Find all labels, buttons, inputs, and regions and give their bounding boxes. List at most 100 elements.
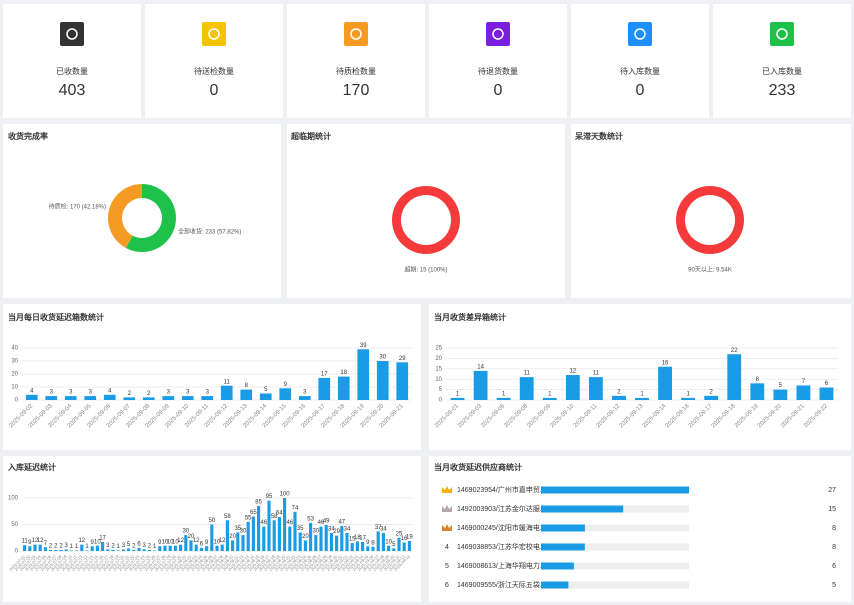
y-tick-label: 50 xyxy=(11,522,18,528)
bar-value: 17 xyxy=(321,371,328,377)
card xyxy=(713,4,851,118)
bar xyxy=(565,375,580,400)
bar xyxy=(179,544,183,551)
bar xyxy=(277,517,281,551)
panel-title: 当月收货延迟供应商统计 xyxy=(434,462,522,472)
bar xyxy=(396,362,409,400)
bar-value: 20 xyxy=(188,534,195,540)
bar xyxy=(220,385,233,400)
bar xyxy=(496,397,511,400)
y-tick-label: 100 xyxy=(8,496,19,502)
bar-value: 46 xyxy=(260,520,267,526)
bar-value: 34 xyxy=(380,527,387,533)
supplier-name: 1469008613/上海华翔电力... xyxy=(457,561,546,570)
bar-value: 85 xyxy=(255,500,262,506)
bar xyxy=(142,397,155,400)
bar-value: 100 xyxy=(280,492,291,498)
bar xyxy=(33,544,37,551)
bar-track xyxy=(541,562,689,570)
bar-value: 2 xyxy=(128,391,132,397)
bar xyxy=(116,550,120,551)
y-tick-label: 40 xyxy=(11,346,18,352)
bar xyxy=(324,525,328,551)
pie-label: 90天以上: 9.54K xyxy=(688,266,732,274)
card-glyph xyxy=(634,28,646,40)
bar-value: 65 xyxy=(250,510,257,516)
bar xyxy=(318,377,331,400)
bar xyxy=(541,581,569,589)
bar xyxy=(262,526,266,551)
rank-number: 5 xyxy=(445,563,449,570)
bar-value: 3 xyxy=(303,390,307,396)
bar-value: 30 xyxy=(240,529,247,535)
bar-value: 10 xyxy=(94,539,101,545)
bar-value: 2 xyxy=(49,544,53,550)
panel xyxy=(571,124,851,298)
bar-value: 14 xyxy=(477,364,484,370)
bar-value: 3 xyxy=(69,390,73,396)
supplier-name: 1469038853/江苏华宏校电... xyxy=(457,542,546,551)
bar-value: 7 xyxy=(44,541,48,547)
bar xyxy=(90,546,94,551)
bar xyxy=(168,545,172,551)
bar-value: 16 xyxy=(662,360,669,366)
bar xyxy=(750,383,765,400)
bar xyxy=(407,540,411,551)
bar-value: 3 xyxy=(50,390,54,396)
bar xyxy=(64,396,77,400)
bar xyxy=(303,540,307,551)
bar xyxy=(23,545,27,551)
card-label: 待质检数量 xyxy=(336,66,376,76)
bar-value: 3 xyxy=(122,543,126,549)
bar-value: 9 xyxy=(158,540,162,546)
bar-value: 1 xyxy=(85,544,89,550)
bar xyxy=(376,531,380,551)
bar xyxy=(796,385,811,400)
bar xyxy=(231,540,235,551)
bar xyxy=(293,511,297,551)
bar xyxy=(658,366,672,400)
bar-value: 34 xyxy=(328,527,335,533)
bar xyxy=(319,526,323,551)
bar-value: 30 xyxy=(312,529,319,535)
bar xyxy=(45,396,58,400)
bar xyxy=(335,535,339,551)
bar xyxy=(612,395,626,400)
bar xyxy=(162,396,175,400)
card-label: 待送检数量 xyxy=(194,66,234,76)
bar-value: 22 xyxy=(731,348,738,354)
bar xyxy=(309,522,313,551)
bar xyxy=(314,535,318,551)
bar-value: 25 xyxy=(396,531,403,537)
bar xyxy=(387,545,391,551)
bar-value: 10 xyxy=(385,539,392,545)
card-glyph xyxy=(208,28,220,40)
bar-value: 58 xyxy=(271,514,278,520)
bar-value: 2 xyxy=(132,544,136,550)
card-label: 已入库数量 xyxy=(762,66,802,76)
bar-value: 9 xyxy=(91,540,95,546)
bar-track xyxy=(541,524,689,532)
bar xyxy=(541,562,574,570)
bar-value: 17 xyxy=(99,536,106,542)
bar-value: 53 xyxy=(307,516,314,522)
pie-label: 全部收货: 233 (57.82%) xyxy=(178,228,241,236)
pie-slice xyxy=(125,184,176,252)
bar xyxy=(127,548,131,551)
supplier-value: 8 xyxy=(832,544,836,551)
bar-value: 12 xyxy=(177,538,184,544)
bar xyxy=(80,544,84,551)
bar-value: 12 xyxy=(37,538,44,544)
card xyxy=(429,4,567,118)
panel xyxy=(429,304,851,450)
card-value: 0 xyxy=(210,82,219,99)
bar xyxy=(163,545,167,551)
bar-value: 29 xyxy=(399,356,406,362)
bar xyxy=(153,550,157,551)
panel-title: 超临期统计 xyxy=(290,131,331,141)
bar-value: 20 xyxy=(302,534,309,540)
bar xyxy=(101,541,105,551)
bar xyxy=(142,549,146,551)
bar xyxy=(137,547,141,551)
